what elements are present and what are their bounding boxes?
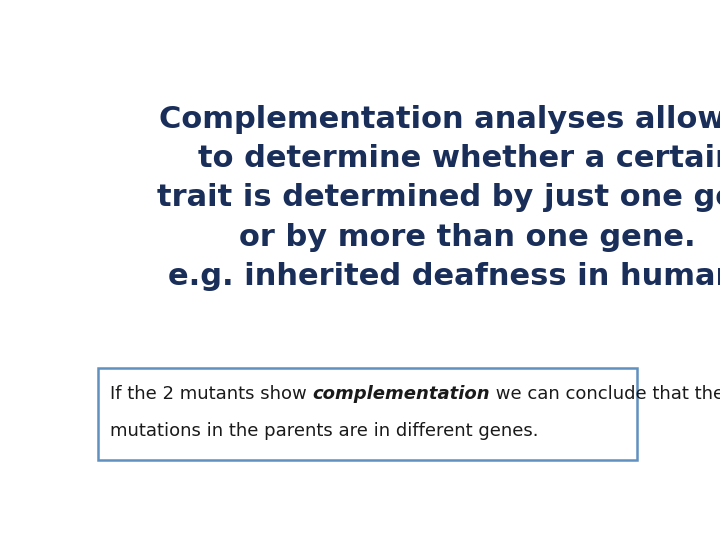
Text: If the 2 mutants show: If the 2 mutants show bbox=[109, 385, 312, 403]
Text: complementation: complementation bbox=[312, 385, 490, 403]
FancyBboxPatch shape bbox=[99, 368, 637, 460]
Text: mutations in the parents are in different genes.: mutations in the parents are in differen… bbox=[109, 422, 538, 440]
Text: Complementation analyses allow us
to determine whether a certain
trait is determ: Complementation analyses allow us to det… bbox=[157, 105, 720, 291]
Text: we can conclude that the: we can conclude that the bbox=[490, 385, 720, 403]
